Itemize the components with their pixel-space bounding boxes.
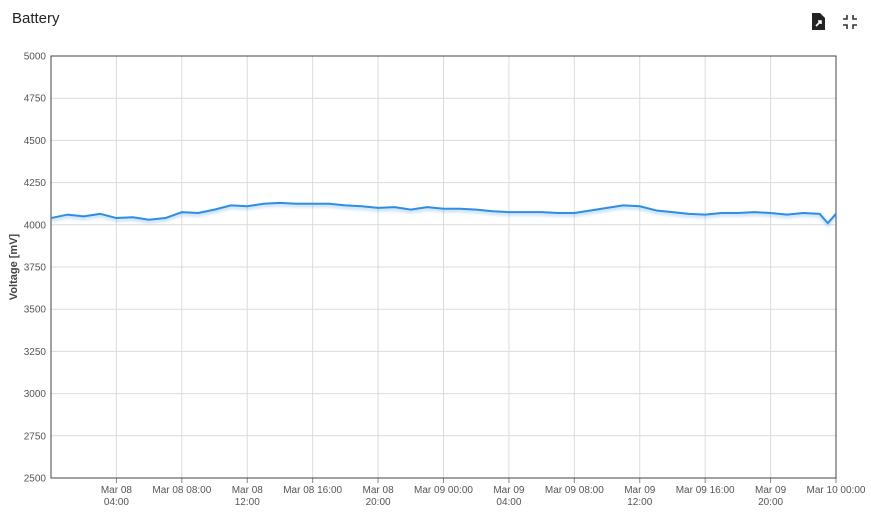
x-tick-label: Mar 08 04:00 [101,485,133,508]
y-tick-label: 3750 [24,263,47,274]
chart-title: Battery [12,10,60,27]
y-tick-label: 4250 [24,178,47,189]
x-tick-label: Mar 09 08:00 [545,485,604,496]
x-tick-label: Mar 09 00:00 [414,485,473,496]
x-tick-label: Mar 08 20:00 [363,485,395,508]
x-tick-label: Mar 08 12:00 [232,485,264,508]
plot-frame [50,55,837,479]
export-button[interactable] [812,13,825,30]
x-tick-label: Mar 09 16:00 [676,485,735,496]
x-tick-label: Mar 09 04:00 [493,485,525,508]
y-tick-label: 4000 [24,220,47,231]
y-tick-label: 3000 [24,389,47,400]
y-tick-label: 5000 [24,52,47,63]
y-axis-label: Voltage [mV] [8,233,20,300]
y-tick-label: 3250 [24,347,47,358]
y-tick-label: 2750 [24,431,47,442]
x-tick-label: Mar 10 00:00 [807,485,866,496]
x-tick-label: Mar 09 20:00 [755,485,787,508]
y-tick-label: 2500 [24,474,47,485]
y-tick-label: 3500 [24,305,47,316]
data-line [50,201,837,225]
y-tick-label: 4500 [24,136,47,147]
y-tick-label: 4750 [24,94,47,105]
x-tick-label: Mar 09 12:00 [624,485,656,508]
collapse-button[interactable] [843,15,857,29]
x-tick-label: Mar 08 16:00 [283,485,342,496]
x-tick-label: Mar 08 08:00 [152,485,211,496]
